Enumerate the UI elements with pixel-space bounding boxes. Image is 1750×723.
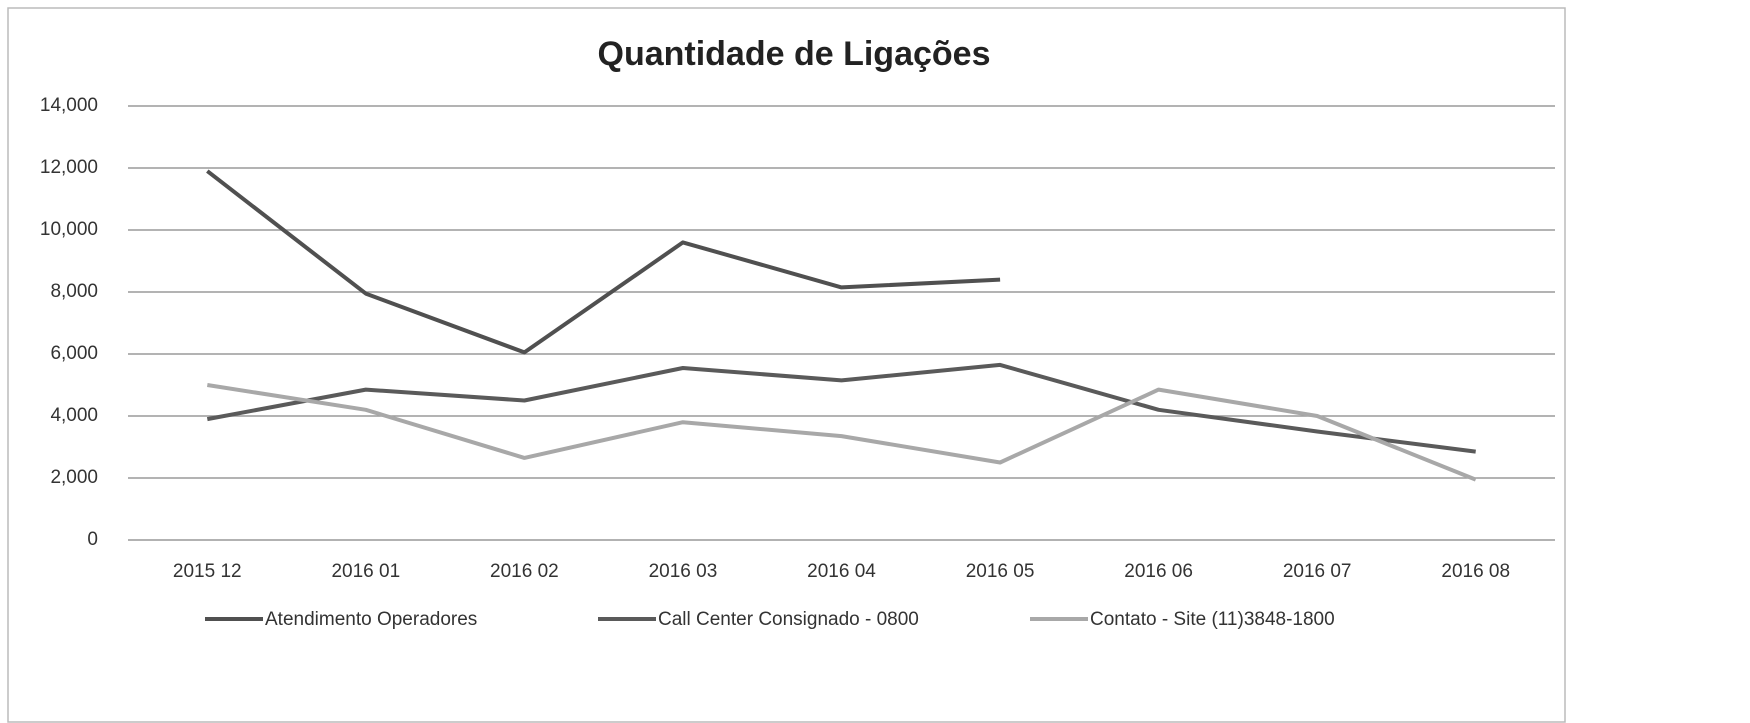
series-line	[206, 383, 1477, 482]
x-tick-label: 2016 04	[807, 561, 876, 582]
y-tick-label: 12,000	[40, 157, 98, 178]
x-tick-label: 2016 05	[966, 561, 1035, 582]
y-tick-label: 8,000	[50, 281, 98, 302]
chart-title: Quantidade de Ligações	[598, 35, 991, 73]
chart-border	[7, 7, 1566, 723]
x-tick-label: 2016 01	[331, 561, 400, 582]
x-tick-label: 2016 02	[490, 561, 559, 582]
x-tick-label: 2016 06	[1124, 561, 1193, 582]
x-tick-label: 2015 12	[173, 561, 242, 582]
series-line	[206, 362, 1476, 454]
series-line	[206, 169, 1001, 355]
y-tick-label: 2,000	[50, 467, 98, 488]
legend-label: Call Center Consignado - 0800	[658, 609, 919, 630]
y-tick-label: 0	[87, 529, 98, 550]
legend-label: Contato - Site (11)3848-1800	[1090, 609, 1335, 630]
y-tick-label: 14,000	[40, 95, 98, 116]
y-tick-label: 4,000	[50, 405, 98, 426]
y-tick-label: 6,000	[50, 343, 98, 364]
x-tick-label: 2016 03	[649, 561, 718, 582]
y-tick-label: 10,000	[40, 219, 98, 240]
x-tick-label: 2016 08	[1441, 561, 1510, 582]
legend-label: Atendimento Operadores	[265, 609, 477, 630]
x-tick-label: 2016 07	[1283, 561, 1352, 582]
